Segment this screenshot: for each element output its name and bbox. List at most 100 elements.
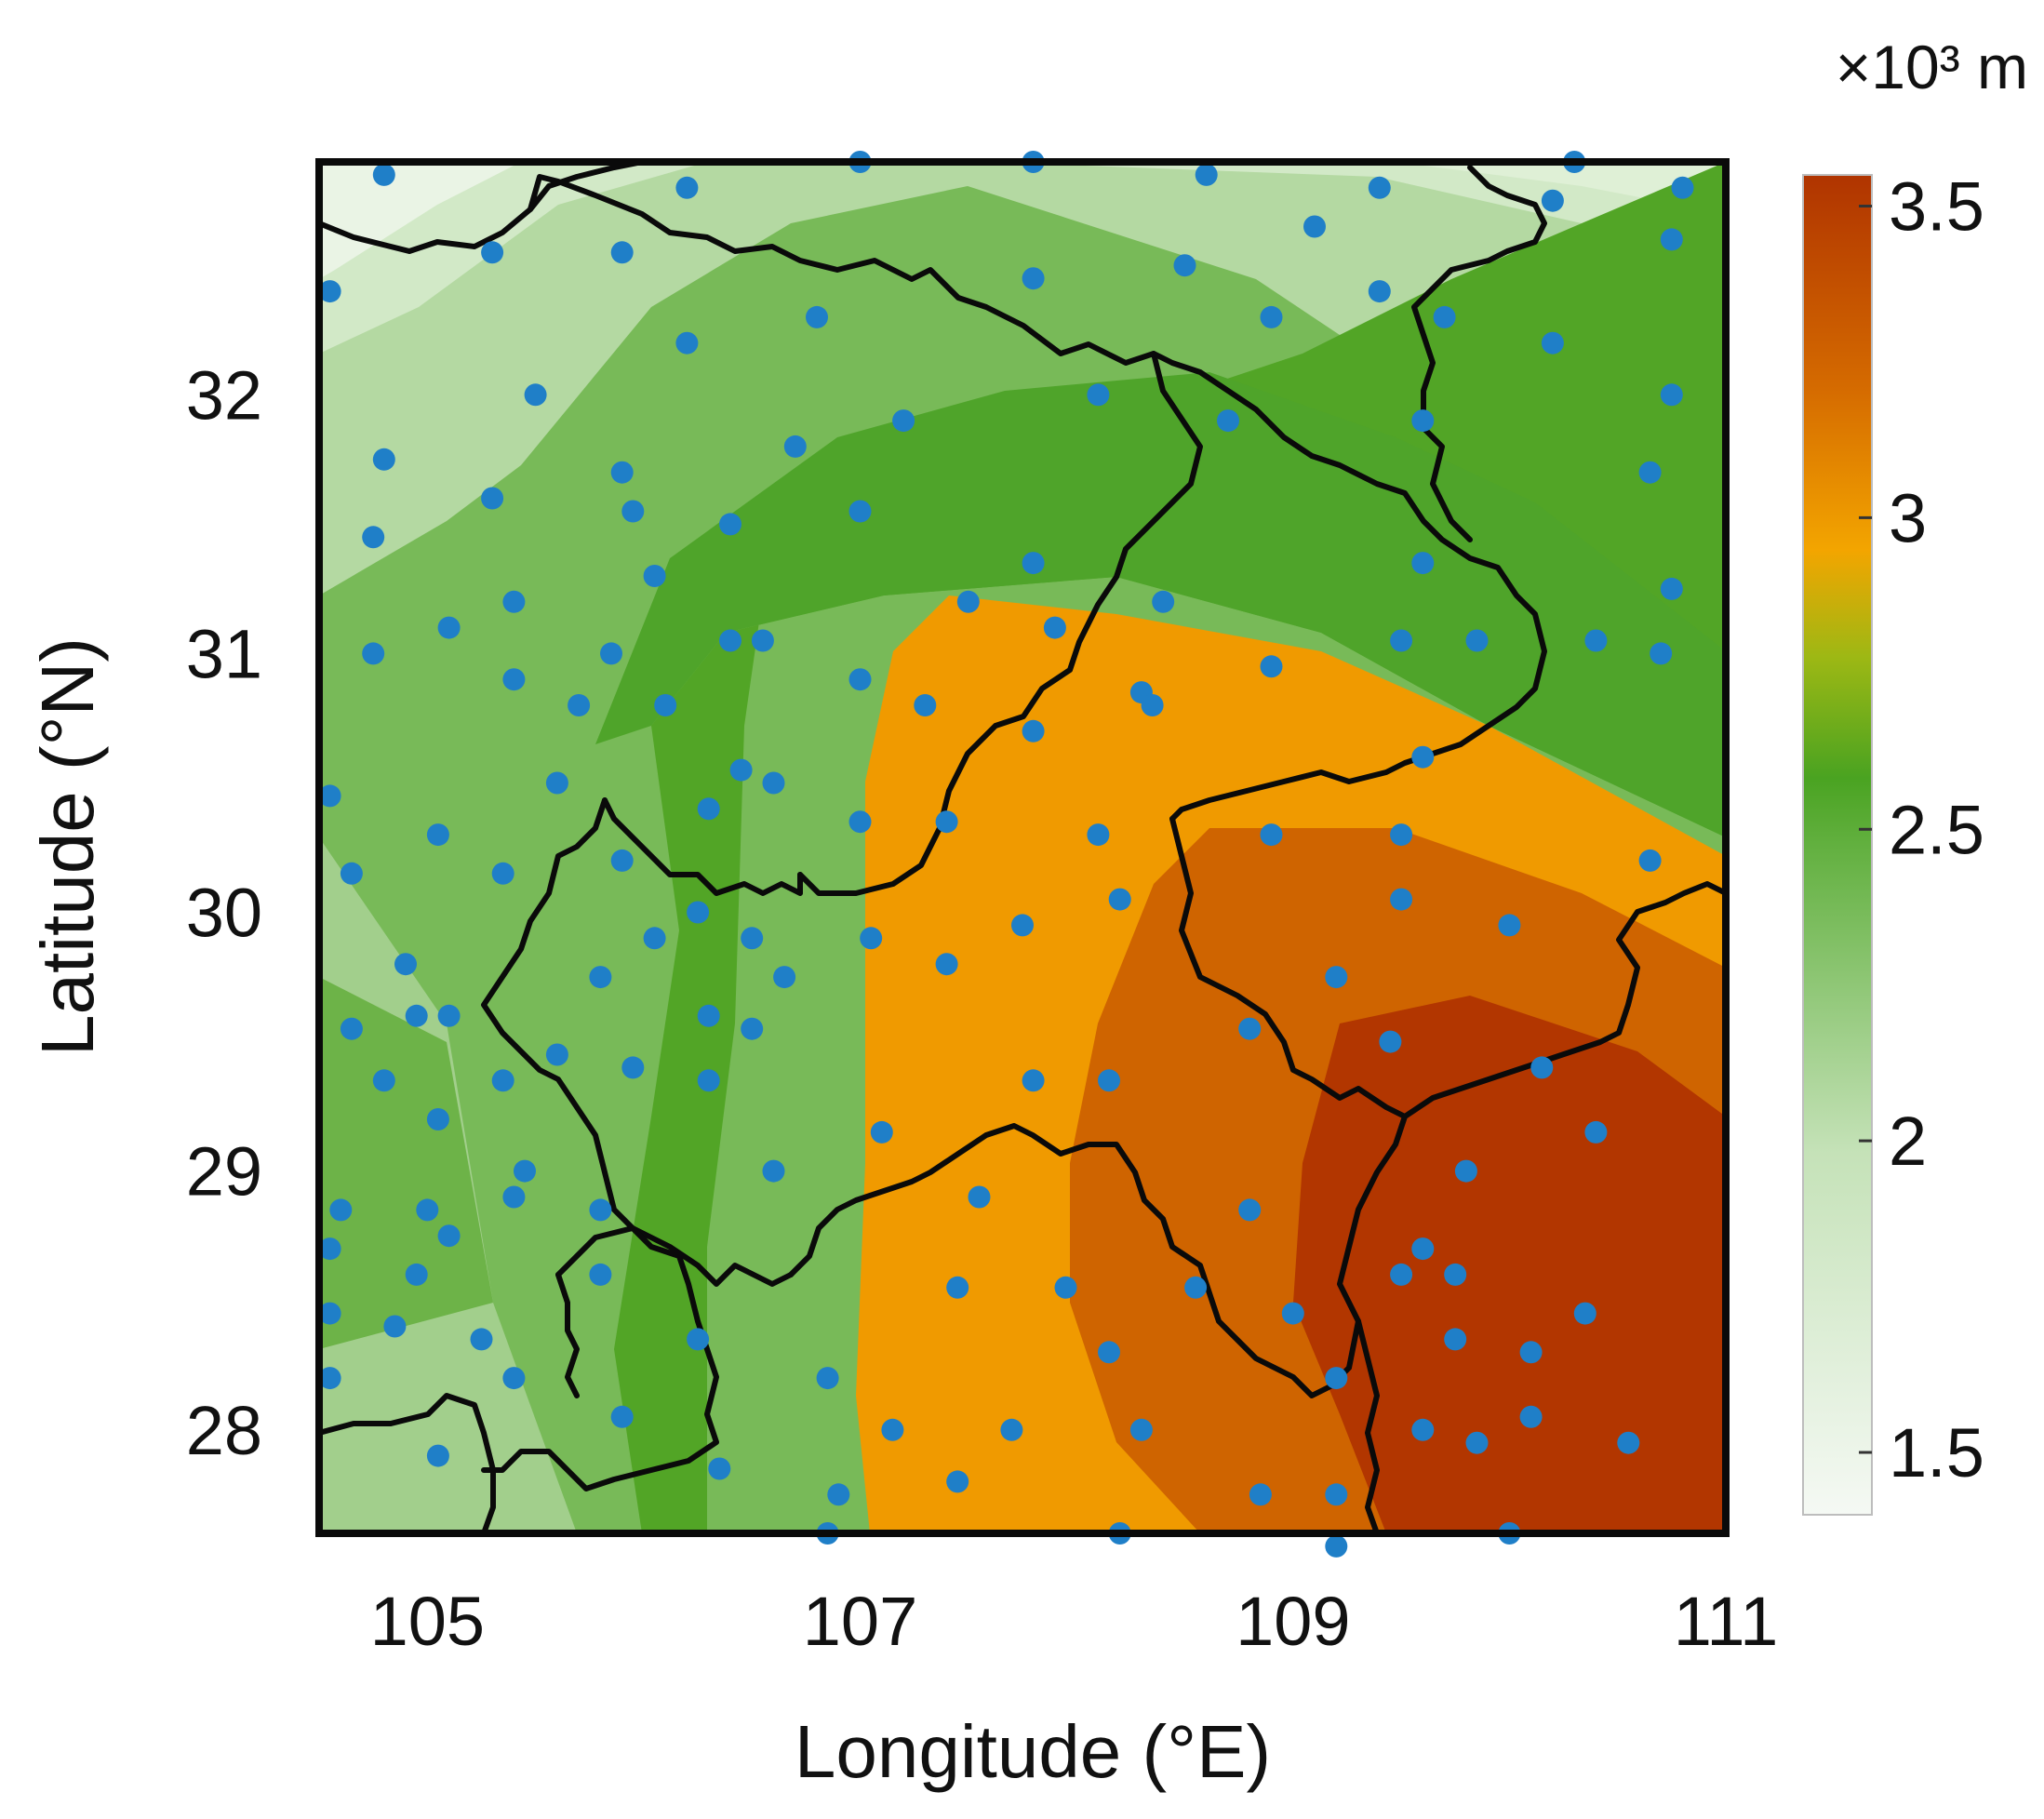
station-marker [1173,254,1196,277]
station-marker [589,1263,612,1286]
station-marker [362,642,385,665]
station-marker [1022,1069,1045,1092]
station-marker [1390,629,1413,652]
station-marker [848,500,872,523]
station-marker [1390,823,1413,847]
station-marker [1454,1159,1477,1183]
station-marker [1519,1341,1543,1364]
station-marker [1238,1198,1262,1222]
station-marker [643,927,666,950]
x-tick-label: 111 [1674,1583,1778,1660]
station-marker [502,1185,526,1209]
station-marker [610,1405,634,1428]
station-marker [762,1159,785,1183]
station-marker [675,176,699,199]
station-marker [1325,1483,1348,1506]
station-marker [1087,383,1110,407]
station-marker [437,1004,461,1027]
station-marker [589,1198,612,1222]
station-marker [1249,1483,1272,1506]
station-marker [848,810,872,834]
station-marker [1638,849,1662,872]
station-marker [1108,888,1131,911]
contour-band-2.3-west [319,977,493,1349]
contour-band-1.9 [319,162,1726,595]
station-marker [956,590,980,613]
station-marker [1541,331,1564,354]
colorbar-tick-label: 2.5 [1889,791,1984,868]
station-marker [318,1367,341,1390]
station-marker [654,694,677,716]
station-marker [1217,409,1239,433]
colorbar-tick-label: 2 [1889,1103,1927,1180]
station-marker [1444,1328,1467,1351]
station-marker [1238,1017,1262,1040]
border-northwest [319,162,645,254]
x-axis-label: Longitude (°E) [795,1710,1271,1793]
station-marker [318,1237,341,1261]
station-marker [1411,745,1435,769]
border-south-central [788,1123,1361,1398]
border-north-range [528,174,1203,896]
station-marker [1325,1367,1348,1390]
border-south-right [555,1272,580,1398]
station-marker [1411,1418,1435,1441]
station-marker [568,694,591,716]
station-marker [1660,577,1683,600]
station-marker [1617,1431,1640,1454]
y-axis-label: Latitude (°N) [26,637,109,1056]
station-marker [675,331,699,354]
station-marker [610,849,634,872]
station-marker [340,1017,363,1040]
colorbar-unit: ×10³ m [1836,33,2028,101]
station-marker [1303,215,1326,238]
station-marker [762,771,785,795]
contour-map [319,162,1726,1533]
station-marker [719,629,741,652]
station-marker [1098,1341,1120,1364]
y-tick-label: 32 [186,356,262,434]
station-marker [610,241,634,264]
contour-band-3.4 [1293,996,1726,1533]
station-marker [362,526,385,549]
station-marker [1000,1418,1023,1441]
administrative-borders [319,162,1726,1533]
station-marker [860,927,883,950]
station-marker [1325,966,1348,989]
station-marker [318,784,341,808]
station-marker [318,280,341,303]
station-marker [426,823,449,847]
station-marker [426,1108,449,1130]
y-axis-ticks: 28 29 30 31 32 [186,356,262,1469]
station-marker [405,1263,428,1286]
station-marker [1444,1263,1467,1286]
station-marker [1390,888,1413,911]
station-marker [1530,1056,1554,1079]
station-marker [1129,1418,1153,1441]
station-marker [1368,280,1391,303]
station-marker [1087,823,1110,847]
station-marker [1411,409,1435,433]
station-marker [481,487,504,510]
station-marker [1584,1120,1608,1144]
colorbar: 1.5 2 2.5 3 3.5 ×10³ m [1802,33,2028,1516]
station-marker [935,810,958,834]
station-marker [470,1328,493,1351]
station-marker [372,163,395,186]
station-marker [1519,1405,1543,1428]
border-east-upper [1411,165,1547,542]
station-marker [437,616,461,639]
station-marker [697,1004,720,1027]
station-marker [340,862,363,885]
station-marker [643,565,666,587]
x-axis-ticks: 105 107 109 111 [370,1583,1779,1660]
border-chongqing-west [481,797,794,1287]
station-marker [783,435,807,458]
station-marker [687,1328,710,1351]
station-marker [968,1185,991,1209]
station-marker [600,642,622,665]
station-marker [621,1056,645,1079]
station-marker [914,694,937,716]
station-marker [806,305,828,328]
station-marker [946,1276,969,1299]
